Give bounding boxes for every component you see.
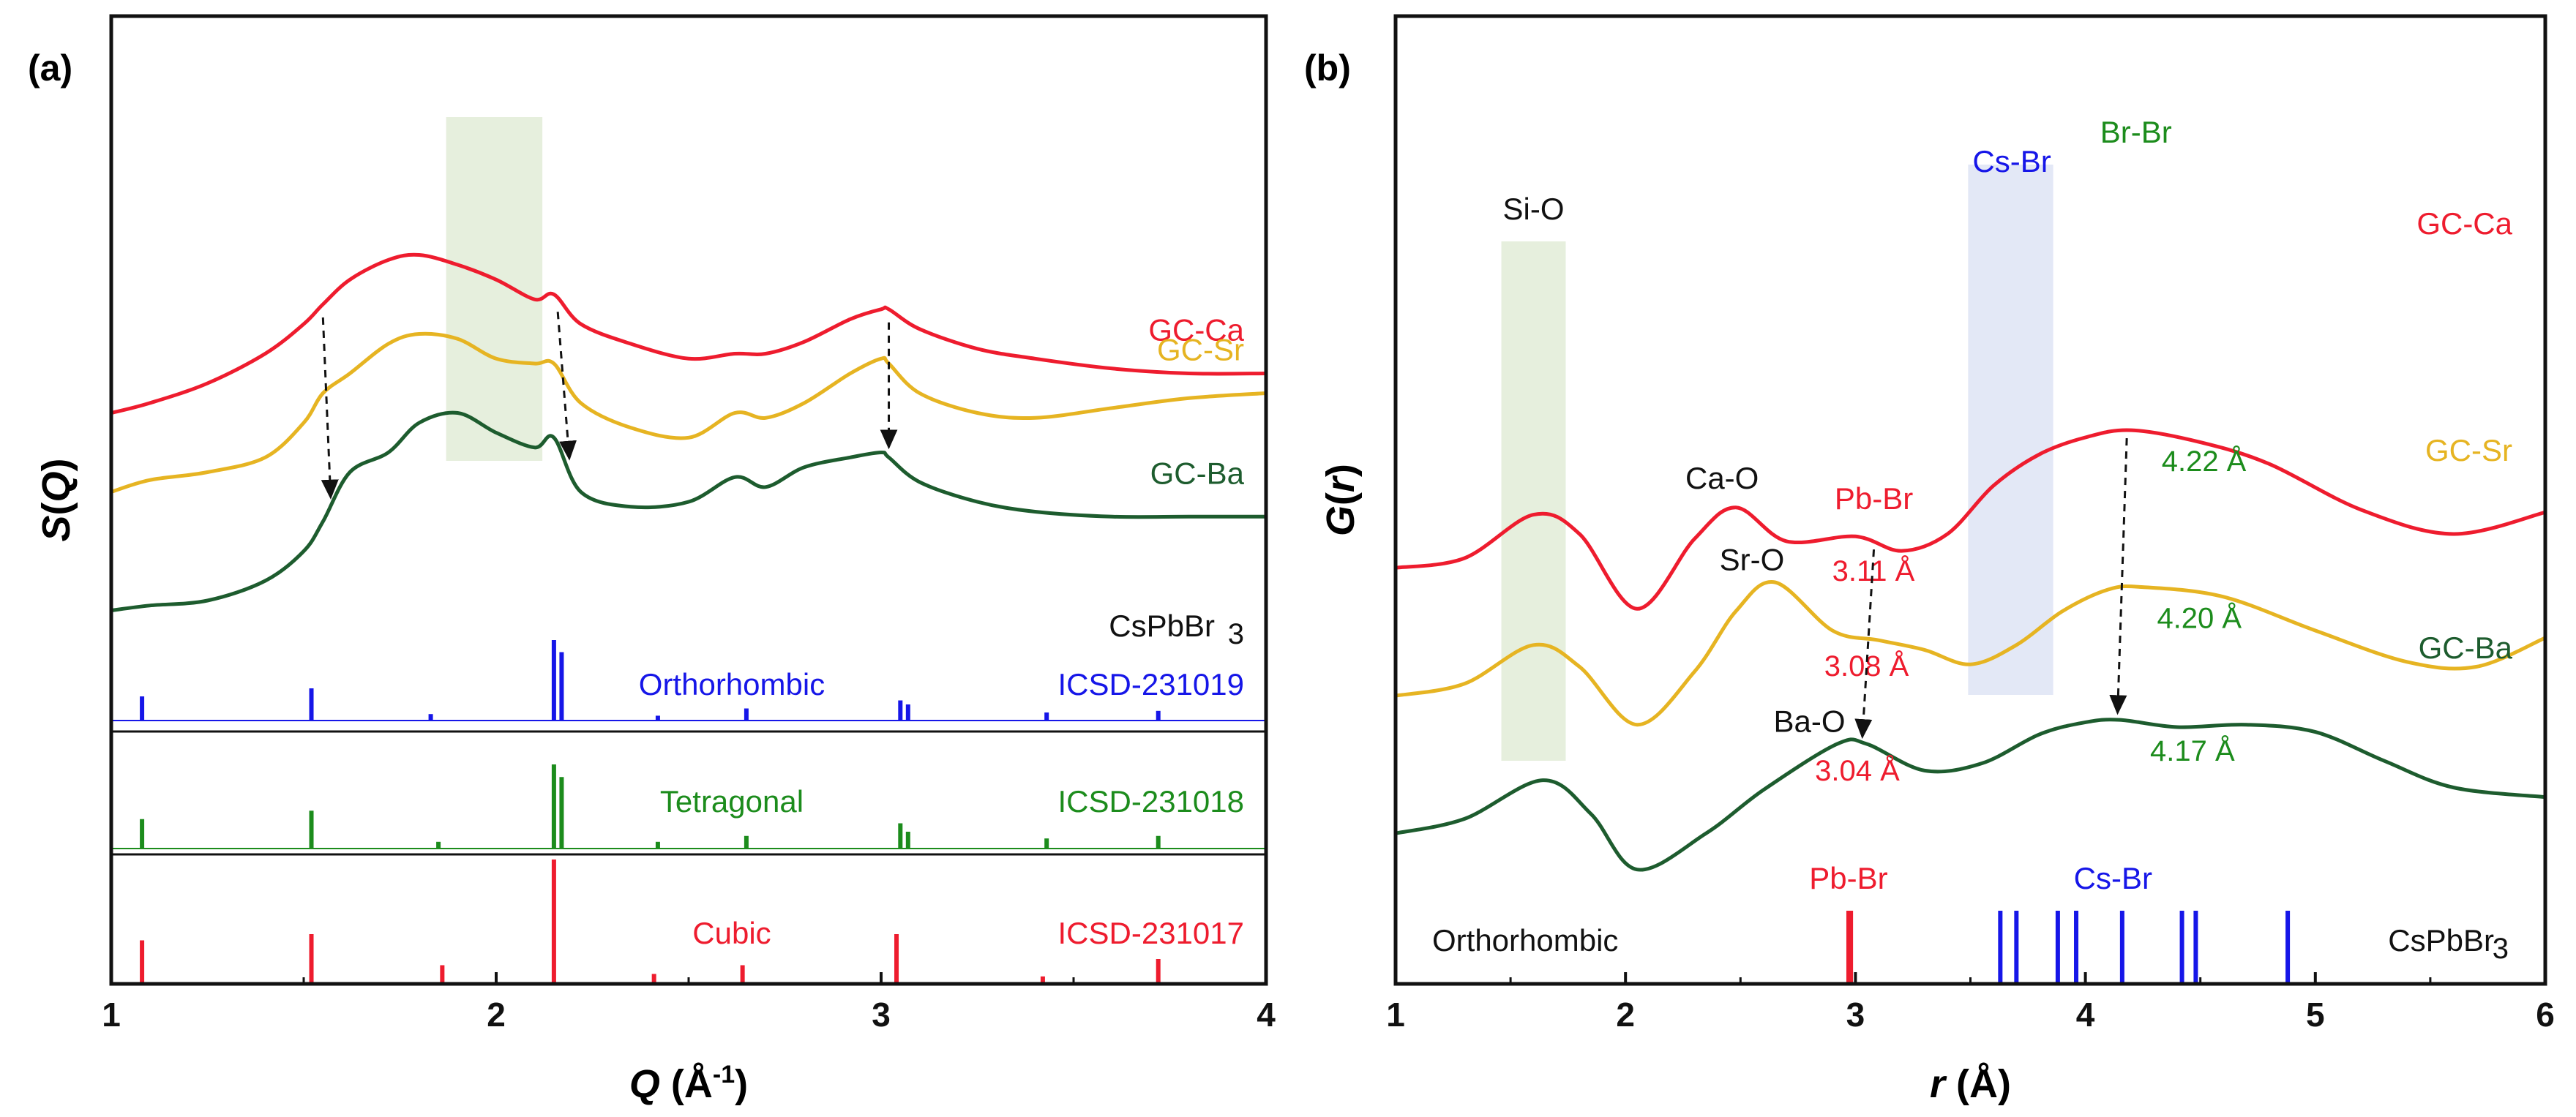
panel-b-x-unit: (Å) [1945,1062,2011,1106]
panel-b-arrow [2109,438,2128,715]
panel-a-y-axis-title: S(Q) [34,458,78,541]
panel-b-x-var: r [1930,1062,1947,1106]
panel-a-curve-gc-ca [111,252,1267,415]
panel-b-curve-gc-ba [1395,718,2546,872]
panel-b-ref-phase-label: Orthorhombic [1432,923,1618,958]
panel-a-x-tick-label: 1 [102,996,121,1034]
panel-a-ref-phase-label: Tetragonal [660,784,804,819]
panel-a-ref-id-label: ICSD-231018 [1058,784,1244,819]
panel-a-formula-sub: 3 [1228,618,1244,650]
panel-b-curve-label: GC-Sr [2425,433,2512,467]
panel-b-distance-label: 4.22 Å [2162,445,2247,478]
panel-b-x-tick-label: 1 [1386,996,1405,1034]
panel-a-shaded-band [446,117,543,461]
panel-b-distance-label: 3.08 Å [1824,650,1909,682]
panel-b-letter: (b) [1304,48,1351,89]
panel-a-arrow [556,312,577,461]
panel-a-x-tick-label: 2 [487,996,506,1034]
panel-a-curve-gc-ba [111,410,1266,612]
panel-b-bond-label: Ca-O [1685,461,1759,495]
panel-a-ref-id-label: ICSD-231017 [1058,916,1244,950]
panel-b-curve-label: GC-Ba [2419,631,2513,665]
panel-b-bond-label: Si-O [1503,192,1565,226]
panel-a-arrow [321,317,339,500]
panel-a-y-var: S [34,515,78,541]
panel-a-x-axis-title: Q (Å-1) [629,1061,748,1106]
panel-a-curve-gc-sr [111,331,1267,494]
panel-b-distance-label: 3.11 Å [1832,554,1915,587]
panel-a-letter: (a) [28,48,72,89]
panel-b-shaded-band [1968,165,2053,695]
panel-a-ref-phase-label: Cubic [692,916,771,950]
panel-b-x-tick-label: 3 [1846,996,1865,1034]
panel-a-x-sup: -1 [713,1061,735,1088]
panel-b-bond-label: Sr-O [1720,542,1785,576]
panel-a: (a) Orthorhombic ICSD-231019 Tetragonal ICS… [28,14,1276,1106]
panel-b-bond-label: Ba-O [1774,704,1846,739]
panel-b-formula: CsPbBr [2388,923,2494,958]
panel-a-formula: CsPbBr [1109,609,1215,643]
panel-b-y-var: G [1319,505,1363,536]
panel-a-curve-label: GC-Ca [1148,313,1244,347]
panel-b-curve-gc-ca [1395,428,2546,611]
panel-b-y-open: ( [1319,492,1363,505]
panel-b-y-axis-title: G(r) [1319,464,1363,536]
panel-b-distance-label: 3.04 Å [1815,754,1900,787]
panel-b-bond-label: Br-Br [2100,115,2172,149]
panel-a-x-tick-label: 3 [872,996,891,1034]
panel-a-y-close: ) [34,458,78,471]
panel-a-curve-label: GC-Sr [1157,333,1244,367]
panel-b-bond-label: Pb-Br [1835,481,1913,516]
panel-a-ref-phase-label: Orthorhombic [639,667,825,702]
panel-a-x-unit: (Å [660,1062,713,1106]
panel-b-y-close: ) [1319,464,1363,477]
panel-a-y-arg: Q [34,471,78,502]
panel-a-y-open: ( [34,502,78,515]
panel-b-ref-pb-br-label: Pb-Br [1809,861,1887,895]
panel-b-distance-label: 4.20 Å [2157,602,2242,635]
panel-b-ref-cs-br-label: Cs-Br [2074,861,2152,895]
panel-b-x-tick-label: 4 [2076,996,2095,1034]
panel-b-shaded-band [1501,241,1566,761]
panel-b-formula-sub: 3 [2493,933,2509,965]
panel-b-curve-gc-sr [1395,580,2546,727]
panel-b-x-tick-label: 5 [2306,996,2325,1034]
panel-b-y-arg: r [1319,475,1363,492]
panel-b-x-tick-label: 6 [2536,996,2555,1034]
panel-a-x-tick-label: 4 [1257,996,1276,1034]
panel-b-x-axis-title: r (Å) [1930,1062,2011,1106]
panel-b-bond-label: Cs-Br [1972,144,2051,178]
panel-b-x-tick-label: 2 [1616,996,1635,1034]
panel-a-x-var: Q [629,1062,660,1106]
panel-a-curve-label: GC-Ba [1150,456,1245,490]
panel-b-curve-label: GC-Ca [2416,206,2512,241]
panel-b-arrow [1854,549,1876,740]
panel-a-ref-id-label: ICSD-231019 [1058,667,1244,702]
panel-a-x-close: ) [735,1062,748,1106]
panel-b-distance-label: 4.17 Å [2150,734,2235,767]
